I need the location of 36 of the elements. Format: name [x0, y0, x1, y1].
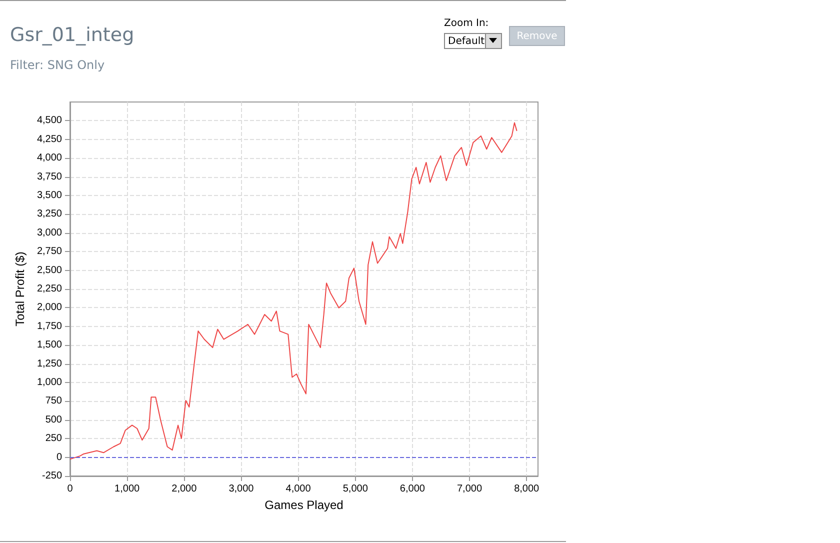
y-tick-label: 4,500	[36, 115, 62, 126]
x-tick-label: 1,000	[114, 484, 140, 494]
x-tick-label: 4,000	[286, 484, 312, 494]
x-tick-label: 7,000	[456, 484, 482, 494]
text: Zoom In:	[444, 18, 489, 29]
x-tick-label: 2,000	[172, 484, 198, 494]
chart-title: Gsr_01_integ	[10, 24, 134, 46]
x-tick-label: 0	[67, 484, 74, 494]
y-tick-label: 3,500	[36, 190, 62, 201]
y-tick-label: 0	[56, 452, 62, 463]
y-tick-label: 250	[45, 433, 62, 444]
line-series	[70, 122, 518, 460]
y-tick-label: 4,000	[36, 152, 62, 164]
y-axis-title: Total Profit ($)	[13, 252, 28, 326]
x-axis-title: Games Played	[264, 498, 344, 512]
y-tick-label: 3,000	[36, 227, 62, 238]
y-tick-label: 500	[45, 414, 62, 426]
x-tick-label: 5,000	[342, 484, 368, 494]
y-tick-label: 4,250	[36, 134, 62, 145]
y-tick-label: 1,500	[36, 340, 62, 351]
y-tick-label: 1,750	[36, 320, 62, 332]
y-tick-label: 2,500	[36, 264, 62, 276]
y-tick-label: 750	[45, 396, 62, 407]
chart-subtitle: Filter: SNG Only	[10, 58, 105, 72]
y-tick-label: -250	[42, 470, 62, 482]
y-tick-label: 2,000	[36, 302, 62, 314]
x-tick-label: 8,000	[514, 484, 540, 494]
y-tick-label: 3,750	[36, 171, 62, 182]
x-tick-label: 6,000	[400, 484, 426, 494]
zoom-dropdown[interactable]: Default	[444, 33, 502, 49]
y-tick-label: 1,000	[36, 377, 62, 388]
y-tick-label: 2,250	[36, 284, 62, 294]
y-tick-label: 1,250	[36, 358, 62, 370]
x-tick-label: 3,000	[228, 484, 254, 494]
y-tick-label: 3,250	[36, 208, 62, 220]
y-tick-label: 2,750	[36, 246, 62, 258]
